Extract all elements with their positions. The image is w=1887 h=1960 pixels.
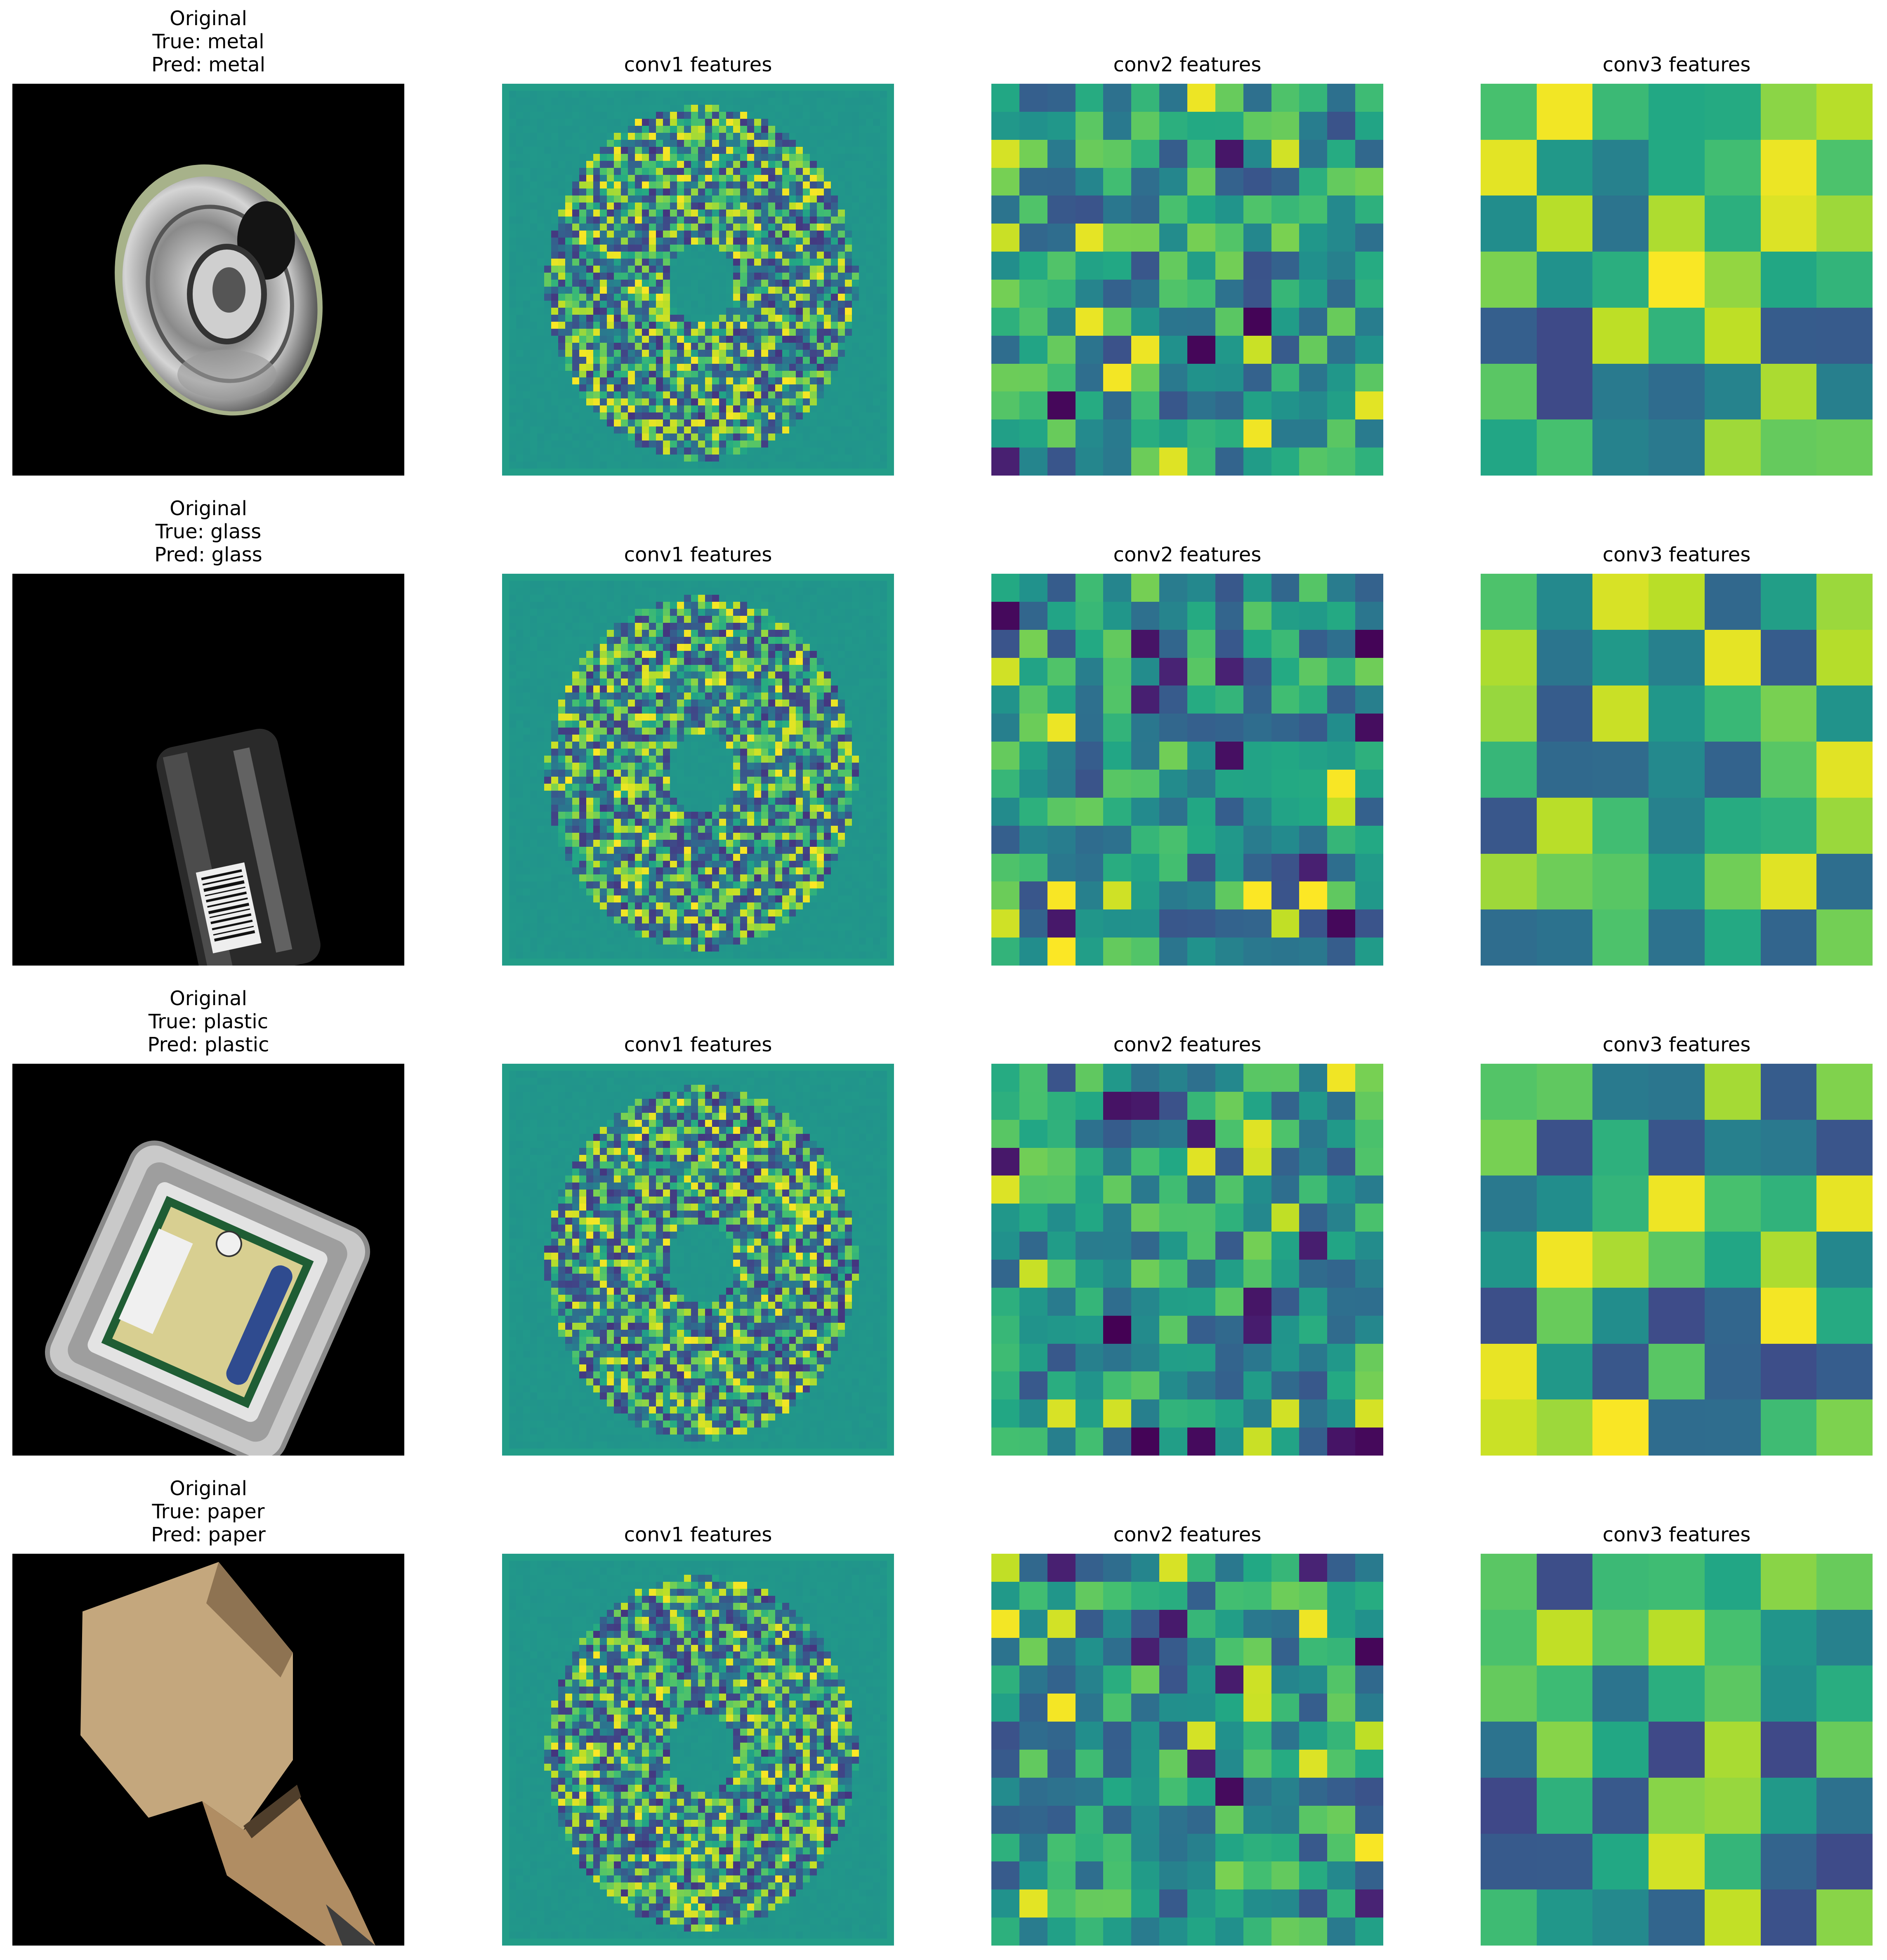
- original-title-2-line: True: glass: [155, 520, 262, 543]
- conv2-feature-map-2: [991, 574, 1383, 966]
- original-title-4: Original True: paper Pred: paper: [0, 1477, 456, 1546]
- original-title-3-line: Original: [170, 987, 247, 1010]
- original-title-3-line: Pred: plastic: [147, 1033, 269, 1056]
- conv1-feature-map-1: [502, 84, 894, 476]
- conv2-feature-map-1: [991, 84, 1383, 476]
- object-photo: [115, 164, 323, 416]
- conv1-title-1: conv1 features: [624, 53, 772, 76]
- conv3-feature-map-4: [1481, 1554, 1873, 1946]
- conv2-feature-map-4: [991, 1554, 1383, 1946]
- conv1-feature-map-2: [502, 574, 894, 966]
- conv2-title-4: conv2 features: [1113, 1523, 1262, 1546]
- conv2-title-3: conv2 features: [1113, 1033, 1262, 1056]
- conv3-feature-map-1: [1481, 84, 1873, 476]
- conv3-title-4: conv3 features: [1602, 1523, 1751, 1546]
- original-title-1-line: Pred: metal: [151, 53, 266, 76]
- object-photo: [156, 728, 321, 966]
- conv1-feature-map-4: [502, 1554, 894, 1946]
- original-title-1-line: True: metal: [152, 30, 264, 53]
- original-image-4: [12, 1554, 404, 1946]
- conv3-feature-map-3: [1481, 1064, 1873, 1456]
- original-title-4-line: Original: [170, 1477, 247, 1500]
- conv3-feature-map-2: [1481, 574, 1873, 966]
- original-title-2-line: Original: [170, 497, 247, 520]
- conv1-title-2: conv1 features: [624, 543, 772, 566]
- original-image-2: [12, 574, 404, 966]
- original-title-2: Original True: glass Pred: glass: [0, 497, 456, 566]
- original-image-3: [12, 1064, 404, 1456]
- conv2-feature-map-3: [991, 1064, 1383, 1456]
- object-photo: [45, 1140, 370, 1456]
- conv3-title-3: conv3 features: [1602, 1033, 1751, 1056]
- conv2-title-1: conv2 features: [1113, 53, 1262, 76]
- original-title-1-line: Original: [170, 7, 247, 30]
- original-title-3: Original True: plastic Pred: plastic: [0, 987, 456, 1056]
- conv3-title-1: conv3 features: [1602, 53, 1751, 76]
- original-title-4-line: Pred: paper: [151, 1523, 266, 1546]
- original-image-1: [12, 84, 404, 476]
- conv2-title-2: conv2 features: [1113, 543, 1262, 566]
- conv1-title-4: conv1 features: [624, 1523, 772, 1546]
- conv1-feature-map-3: [502, 1064, 894, 1456]
- original-title-4-line: True: paper: [152, 1500, 265, 1523]
- original-title-2-line: Pred: glass: [154, 543, 262, 566]
- conv1-title-3: conv1 features: [624, 1033, 772, 1056]
- object-photo: [80, 1562, 375, 1946]
- conv3-title-2: conv3 features: [1602, 543, 1751, 566]
- original-title-3-line: True: plastic: [148, 1010, 269, 1033]
- original-title-1: Original True: metal Pred: metal: [0, 7, 456, 76]
